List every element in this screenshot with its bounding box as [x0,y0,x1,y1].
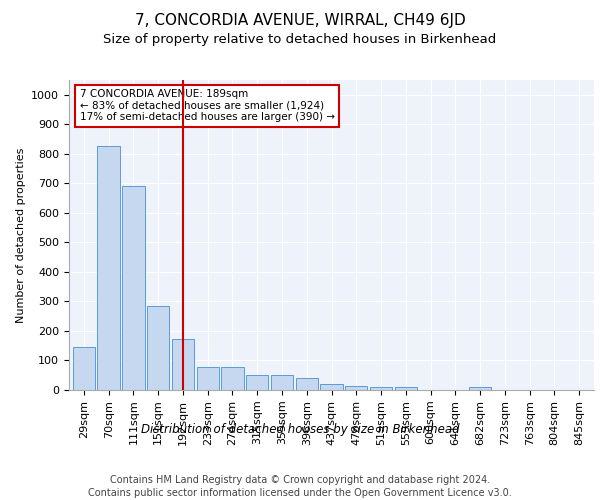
Text: Contains public sector information licensed under the Open Government Licence v3: Contains public sector information licen… [88,488,512,498]
Text: Contains HM Land Registry data © Crown copyright and database right 2024.: Contains HM Land Registry data © Crown c… [110,475,490,485]
Text: Size of property relative to detached houses in Birkenhead: Size of property relative to detached ho… [103,32,497,46]
Bar [172,339,194,390]
Bar [320,384,343,390]
Bar [73,347,95,390]
Bar [271,375,293,390]
Text: Distribution of detached houses by size in Birkenhead: Distribution of detached houses by size … [140,422,460,436]
Bar [122,186,145,390]
Bar [97,146,120,390]
Bar [345,386,367,390]
Text: 7 CONCORDIA AVENUE: 189sqm
← 83% of detached houses are smaller (1,924)
17% of s: 7 CONCORDIA AVENUE: 189sqm ← 83% of deta… [79,90,335,122]
Bar [469,387,491,390]
Bar [296,378,318,390]
Text: 7, CONCORDIA AVENUE, WIRRAL, CH49 6JD: 7, CONCORDIA AVENUE, WIRRAL, CH49 6JD [134,12,466,28]
Bar [246,374,268,390]
Bar [147,306,169,390]
Y-axis label: Number of detached properties: Number of detached properties [16,148,26,322]
Bar [370,387,392,390]
Bar [197,367,219,390]
Bar [395,387,417,390]
Bar [221,368,244,390]
